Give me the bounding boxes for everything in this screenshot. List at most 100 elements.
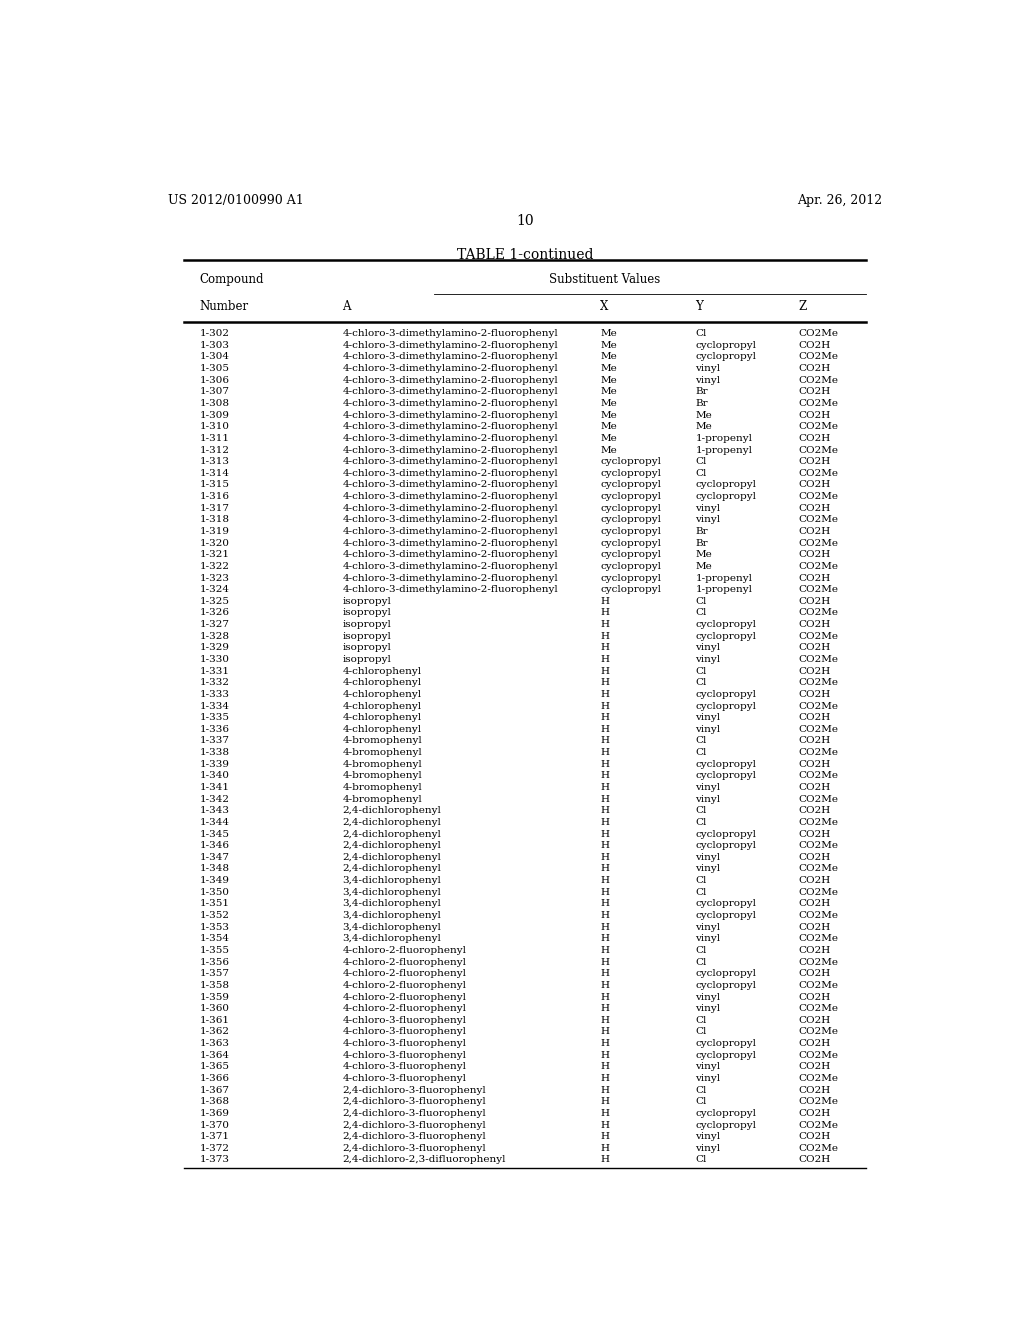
- Text: vinyl: vinyl: [695, 1144, 721, 1152]
- Text: vinyl: vinyl: [695, 1074, 721, 1082]
- Text: Br: Br: [695, 399, 708, 408]
- Text: 1-321: 1-321: [200, 550, 229, 560]
- Text: Cl: Cl: [695, 1155, 707, 1164]
- Text: vinyl: vinyl: [695, 515, 721, 524]
- Text: 4-chloro-3-dimethylamino-2-fluorophenyl: 4-chloro-3-dimethylamino-2-fluorophenyl: [342, 411, 558, 420]
- Text: 4-chloro-3-dimethylamino-2-fluorophenyl: 4-chloro-3-dimethylamino-2-fluorophenyl: [342, 387, 558, 396]
- Text: 1-355: 1-355: [200, 946, 229, 954]
- Text: Me: Me: [600, 341, 616, 350]
- Text: 1-348: 1-348: [200, 865, 229, 874]
- Text: CO2Me: CO2Me: [799, 771, 839, 780]
- Text: Cl: Cl: [695, 609, 707, 618]
- Text: 1-335: 1-335: [200, 713, 229, 722]
- Text: CO2Me: CO2Me: [799, 841, 839, 850]
- Text: CO2Me: CO2Me: [799, 515, 839, 524]
- Text: Cl: Cl: [695, 1097, 707, 1106]
- Text: H: H: [600, 911, 609, 920]
- Text: 4-chloro-3-dimethylamino-2-fluorophenyl: 4-chloro-3-dimethylamino-2-fluorophenyl: [342, 480, 558, 490]
- Text: 1-370: 1-370: [200, 1121, 229, 1130]
- Text: vinyl: vinyl: [695, 783, 721, 792]
- Text: cyclopropyl: cyclopropyl: [600, 457, 662, 466]
- Text: CO2H: CO2H: [799, 504, 830, 512]
- Text: CO2Me: CO2Me: [799, 469, 839, 478]
- Text: 1-311: 1-311: [200, 434, 229, 444]
- Text: CO2Me: CO2Me: [799, 539, 839, 548]
- Text: 2,4-dichlorophenyl: 2,4-dichlorophenyl: [342, 865, 441, 874]
- Text: 1-322: 1-322: [200, 562, 229, 572]
- Text: H: H: [600, 935, 609, 944]
- Text: CO2Me: CO2Me: [799, 609, 839, 618]
- Text: CO2H: CO2H: [799, 829, 830, 838]
- Text: CO2H: CO2H: [799, 550, 830, 560]
- Text: 2,4-dichlorophenyl: 2,4-dichlorophenyl: [342, 829, 441, 838]
- Text: Y: Y: [695, 300, 703, 313]
- Text: Substituent Values: Substituent Values: [549, 273, 659, 286]
- Text: CO2Me: CO2Me: [799, 492, 839, 502]
- Text: H: H: [600, 678, 609, 688]
- Text: H: H: [600, 1121, 609, 1130]
- Text: CO2H: CO2H: [799, 760, 830, 768]
- Text: cyclopropyl: cyclopropyl: [695, 1051, 757, 1060]
- Text: H: H: [600, 737, 609, 746]
- Text: 4-chloro-3-dimethylamino-2-fluorophenyl: 4-chloro-3-dimethylamino-2-fluorophenyl: [342, 469, 558, 478]
- Text: Cl: Cl: [695, 888, 707, 896]
- Text: 1-358: 1-358: [200, 981, 229, 990]
- Text: CO2Me: CO2Me: [799, 1051, 839, 1060]
- Text: CO2H: CO2H: [799, 341, 830, 350]
- Text: 4-chloro-3-dimethylamino-2-fluorophenyl: 4-chloro-3-dimethylamino-2-fluorophenyl: [342, 550, 558, 560]
- Text: H: H: [600, 655, 609, 664]
- Text: H: H: [600, 632, 609, 640]
- Text: 4-chloro-3-fluorophenyl: 4-chloro-3-fluorophenyl: [342, 1027, 466, 1036]
- Text: CO2Me: CO2Me: [799, 422, 839, 432]
- Text: vinyl: vinyl: [695, 935, 721, 944]
- Text: 1-343: 1-343: [200, 807, 229, 816]
- Text: cyclopropyl: cyclopropyl: [600, 539, 662, 548]
- Text: cyclopropyl: cyclopropyl: [695, 701, 757, 710]
- Text: H: H: [600, 993, 609, 1002]
- Text: isopropyl: isopropyl: [342, 643, 391, 652]
- Text: cyclopropyl: cyclopropyl: [695, 480, 757, 490]
- Text: 1-351: 1-351: [200, 899, 229, 908]
- Text: 1-propenyl: 1-propenyl: [695, 585, 753, 594]
- Text: Cl: Cl: [695, 667, 707, 676]
- Text: Me: Me: [695, 562, 712, 572]
- Text: 1-305: 1-305: [200, 364, 229, 374]
- Text: 1-338: 1-338: [200, 748, 229, 758]
- Text: 4-chlorophenyl: 4-chlorophenyl: [342, 725, 422, 734]
- Text: 2,4-dichlorophenyl: 2,4-dichlorophenyl: [342, 841, 441, 850]
- Text: H: H: [600, 795, 609, 804]
- Text: H: H: [600, 620, 609, 630]
- Text: cyclopropyl: cyclopropyl: [695, 1039, 757, 1048]
- Text: 1-344: 1-344: [200, 818, 229, 826]
- Text: 4-chloro-3-dimethylamino-2-fluorophenyl: 4-chloro-3-dimethylamino-2-fluorophenyl: [342, 434, 558, 444]
- Text: 1-369: 1-369: [200, 1109, 229, 1118]
- Text: H: H: [600, 1039, 609, 1048]
- Text: 4-chlorophenyl: 4-chlorophenyl: [342, 713, 422, 722]
- Text: 1-323: 1-323: [200, 574, 229, 582]
- Text: 1-367: 1-367: [200, 1085, 229, 1094]
- Text: cyclopropyl: cyclopropyl: [600, 480, 662, 490]
- Text: cyclopropyl: cyclopropyl: [695, 492, 757, 502]
- Text: H: H: [600, 771, 609, 780]
- Text: Br: Br: [695, 527, 708, 536]
- Text: 4-chloro-2-fluorophenyl: 4-chloro-2-fluorophenyl: [342, 957, 466, 966]
- Text: 4-chlorophenyl: 4-chlorophenyl: [342, 667, 422, 676]
- Text: 4-chloro-3-dimethylamino-2-fluorophenyl: 4-chloro-3-dimethylamino-2-fluorophenyl: [342, 329, 558, 338]
- Text: 1-325: 1-325: [200, 597, 229, 606]
- Text: 1-372: 1-372: [200, 1144, 229, 1152]
- Text: 2,4-dichloro-3-fluorophenyl: 2,4-dichloro-3-fluorophenyl: [342, 1109, 486, 1118]
- Text: vinyl: vinyl: [695, 725, 721, 734]
- Text: 1-310: 1-310: [200, 422, 229, 432]
- Text: Cl: Cl: [695, 946, 707, 954]
- Text: CO2Me: CO2Me: [799, 352, 839, 362]
- Text: 4-chloro-3-dimethylamino-2-fluorophenyl: 4-chloro-3-dimethylamino-2-fluorophenyl: [342, 562, 558, 572]
- Text: Me: Me: [600, 387, 616, 396]
- Text: Me: Me: [695, 411, 712, 420]
- Text: H: H: [600, 1051, 609, 1060]
- Text: 1-319: 1-319: [200, 527, 229, 536]
- Text: 1-306: 1-306: [200, 376, 229, 384]
- Text: 3,4-dichlorophenyl: 3,4-dichlorophenyl: [342, 876, 441, 886]
- Text: Compound: Compound: [200, 273, 264, 286]
- Text: vinyl: vinyl: [695, 1005, 721, 1014]
- Text: H: H: [600, 1085, 609, 1094]
